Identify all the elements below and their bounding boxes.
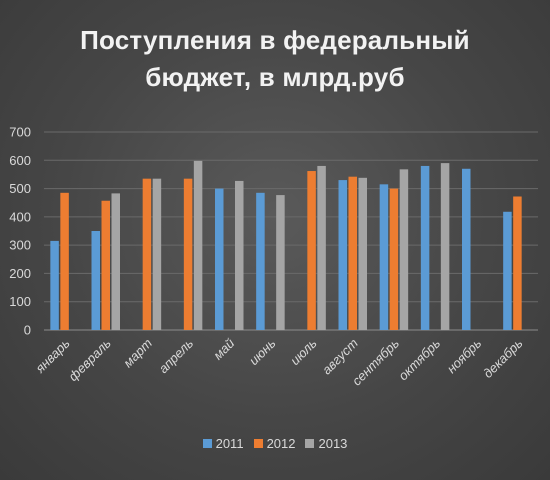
bar-2012-март (142, 178, 152, 330)
legend-swatch-2011 (202, 439, 212, 448)
y-tick-label-700: 700 (9, 125, 31, 140)
bar-2013-октябрь (440, 163, 450, 330)
bar-2011-декабрь (503, 211, 512, 330)
x-tick-label-11: декабрь (480, 335, 525, 380)
bar-2011-январь (50, 240, 59, 330)
legend-label-2012: 2012 (266, 436, 296, 451)
bar-2011-май (215, 188, 224, 330)
y-tick-label-600: 600 (9, 153, 31, 168)
bar-2013-май (235, 180, 244, 330)
x-tick-label-3: апрель (156, 335, 197, 376)
y-tick-label-200: 200 (9, 266, 31, 281)
legend-swatch-2012 (253, 439, 263, 448)
y-tick-label-500: 500 (9, 181, 31, 196)
bar-2012-июль (307, 171, 316, 330)
x-tick-label-4: май (210, 336, 237, 363)
bar-2013-март (152, 178, 162, 330)
bar-2011-февраль (91, 231, 100, 330)
y-tick-label-100: 100 (9, 294, 31, 309)
bar-2013-август (358, 177, 367, 330)
legend-swatch-2013 (305, 439, 315, 448)
legend-label-2011: 2011 (215, 436, 244, 451)
legend-item-2013: 2013 (305, 436, 347, 451)
bar-2012-декабрь (513, 196, 522, 330)
legend-item-2011: 2011 (202, 436, 244, 451)
x-tick-label-6: июль (287, 335, 320, 368)
bar-2013-апрель (193, 160, 203, 330)
chart-title-line-2: бюджет, в млрд.руб (145, 62, 405, 92)
bar-2013-сентябрь (399, 169, 409, 330)
bar-2013-февраль (111, 193, 120, 330)
y-tick-label-400: 400 (9, 209, 31, 224)
y-tick-label-300: 300 (9, 238, 31, 253)
bar-2012-апрель (183, 178, 193, 330)
x-tick-label-5: июнь (246, 335, 279, 368)
legend-item-2012: 2012 (253, 436, 296, 451)
bar-2012-сентябрь (389, 188, 399, 330)
legend-label-2013: 2013 (318, 436, 348, 451)
x-tick-label-2: март (120, 335, 155, 370)
bar-2011-июнь (256, 192, 265, 330)
bar-2011-август (338, 180, 347, 330)
x-tick-label-10: ноябрь (444, 335, 485, 376)
bar-2011-ноябрь (462, 168, 471, 330)
chart-title-line-1: Поступления в федеральный (80, 25, 470, 55)
x-tick-label-1: февраль (65, 335, 114, 384)
bar-2013-июль (317, 165, 326, 330)
bar-2012-февраль (101, 200, 110, 330)
bar-2013-июнь (276, 195, 285, 330)
bar-2012-август (348, 176, 357, 330)
x-tick-label-9: октябрь (395, 335, 443, 383)
x-tick-label-0: январь (32, 335, 73, 376)
y-tick-label-0: 0 (24, 323, 31, 338)
bar-2011-октябрь (420, 165, 430, 330)
legend: 2011 2012 2013 (0, 436, 550, 451)
bar-2012-январь (60, 192, 69, 330)
chart-title: Поступления в федеральный бюджет, в млрд… (0, 22, 550, 96)
bar-2011-сентябрь (379, 184, 389, 330)
